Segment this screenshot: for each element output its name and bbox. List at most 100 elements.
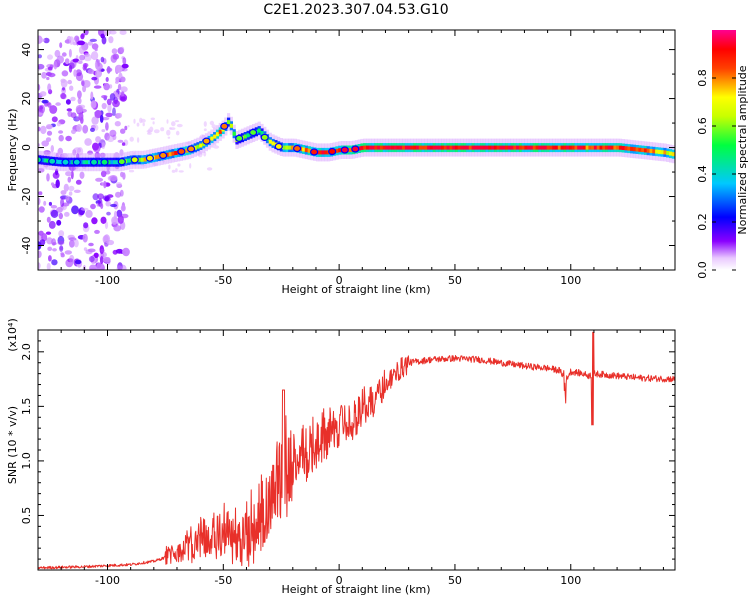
noise-blob [48, 201, 53, 206]
noise-blob [103, 180, 107, 189]
track-core [644, 148, 648, 153]
noise-blob [168, 164, 171, 170]
colorbar-tick-label: 0.8 [696, 69, 709, 87]
noise-blob [73, 69, 77, 77]
track-core [432, 145, 436, 150]
track-core [621, 146, 625, 150]
noise-blob [177, 163, 181, 167]
noise-blob [64, 58, 70, 65]
noise-blob [90, 100, 97, 109]
noise-blob [38, 105, 43, 112]
noise-blob [209, 120, 215, 126]
noise-blob [174, 120, 180, 123]
noise-blob [121, 67, 128, 72]
noise-blob [136, 122, 140, 127]
track-core [596, 145, 600, 150]
track-node [100, 158, 109, 166]
track-core [574, 145, 578, 150]
track-core [157, 154, 161, 159]
track-node [38, 156, 43, 164]
colorbar-tick-label: 0.6 [696, 117, 709, 135]
track-core [349, 148, 353, 152]
noise-blob [82, 233, 88, 243]
track-core [516, 145, 520, 150]
y-tick-label: 0.5 [20, 507, 33, 525]
track-core [524, 145, 528, 150]
track-core [57, 159, 61, 164]
track-core [402, 145, 406, 150]
noise-blob [119, 189, 124, 197]
noise-blob [101, 36, 107, 45]
noise-blob [60, 253, 65, 258]
noise-blob [142, 122, 145, 127]
noise-blob [128, 169, 135, 173]
track-core [318, 150, 322, 155]
noise-blob [112, 99, 120, 108]
noise-blob [169, 127, 172, 130]
track-core [246, 133, 250, 138]
noise-blob [105, 77, 109, 82]
track-core [107, 160, 111, 165]
noise-blob [111, 48, 118, 55]
track-core [215, 132, 220, 137]
track-core [441, 145, 445, 150]
noise-blob [46, 130, 53, 136]
noise-blob [95, 177, 104, 182]
noise-blob [176, 123, 183, 128]
track-core [227, 120, 231, 125]
noise-blob [110, 203, 118, 208]
noise-blob [106, 98, 112, 106]
track-core [268, 139, 272, 144]
track-core [630, 146, 634, 151]
track-node [328, 147, 337, 156]
noise-blob [67, 176, 72, 183]
noise-blob [41, 71, 47, 79]
track-core [657, 149, 662, 154]
track-node [61, 158, 70, 166]
noise-blob [69, 85, 74, 91]
track-node [89, 158, 99, 166]
track-core [610, 145, 614, 150]
track-core [416, 145, 420, 150]
track-core [382, 145, 386, 150]
noise-blob [75, 69, 82, 77]
noise-blob [38, 250, 42, 258]
noise-blob [103, 82, 110, 91]
noise-blob [213, 145, 220, 149]
noise-blob [48, 220, 56, 229]
noise-blob [53, 60, 58, 70]
noise-blob [115, 182, 122, 187]
noise-blob [47, 54, 53, 60]
noise-blob [160, 127, 165, 132]
track-core [652, 149, 656, 154]
snr-plot-area [38, 331, 675, 570]
track-core [482, 145, 486, 150]
noise-blob [87, 68, 95, 75]
track-core [585, 145, 589, 150]
snr-y-scale-label: (x10⁴) [6, 318, 19, 352]
noise-blob [45, 137, 52, 143]
track-core [304, 148, 308, 153]
noise-blob [99, 114, 104, 123]
noise-blob [68, 48, 72, 58]
noise-blob [73, 189, 81, 193]
spectrogram-x-label: Height of straight line (km) [281, 283, 430, 296]
track-core [577, 145, 581, 150]
track-core [407, 145, 411, 150]
spectrogram-track [38, 113, 675, 172]
noise-blob [96, 262, 103, 270]
noise-blob [48, 255, 52, 262]
x-tick-label: 0 [336, 274, 343, 287]
track-core [260, 130, 264, 135]
noise-blob [175, 130, 180, 136]
track-core [335, 148, 339, 153]
noise-blob [74, 35, 80, 42]
track-core [563, 145, 567, 150]
noise-blob [57, 240, 65, 245]
track-core [388, 145, 392, 150]
noise-blob [66, 108, 73, 112]
noise-blob [73, 239, 79, 248]
noise-blob [115, 191, 122, 198]
track-core [418, 145, 422, 150]
track-core [154, 155, 158, 160]
